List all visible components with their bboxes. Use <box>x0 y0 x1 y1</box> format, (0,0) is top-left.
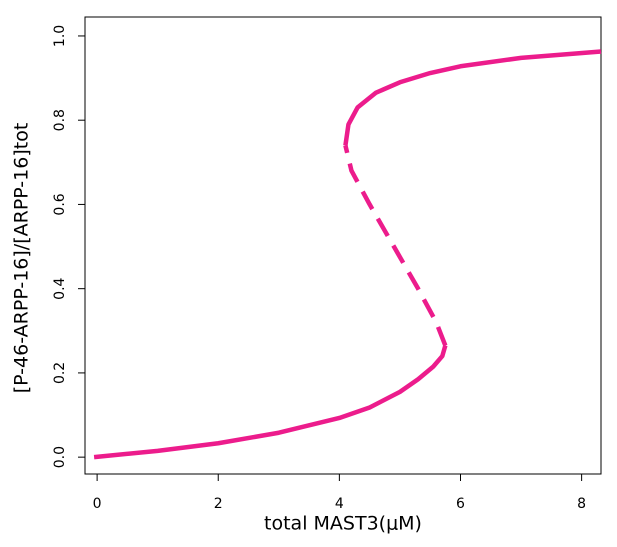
y-tick-label: 1.0 <box>52 25 68 47</box>
y-tick-label: 0.2 <box>52 362 68 384</box>
y-tick-label: 0.6 <box>52 193 68 215</box>
x-tick-label: 4 <box>335 496 344 512</box>
curve <box>93 344 448 460</box>
y-axis-label: [P-46-ARPP-16]/[ARPP-16]tot <box>11 123 33 394</box>
y-tick-label: 0.4 <box>52 277 68 299</box>
plot-frame <box>84 16 602 475</box>
x-tick-label: 6 <box>456 496 465 512</box>
x-axis-label: total MAST3(μM) <box>264 513 422 535</box>
x-tick-label: 8 <box>577 496 586 512</box>
x-tick-label: 2 <box>214 496 223 512</box>
curve <box>343 144 448 347</box>
y-tick-label: 0.0 <box>52 446 68 468</box>
curve <box>343 49 602 146</box>
y-tick-label: 0.8 <box>52 109 68 131</box>
x-tick-label: 0 <box>93 496 102 512</box>
